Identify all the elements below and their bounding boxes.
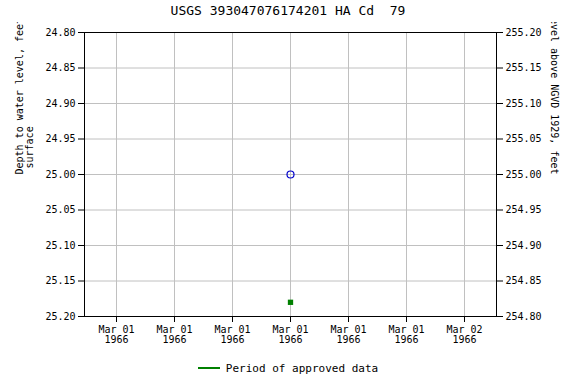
svg-text:Mar 011966: Mar 011966	[330, 324, 366, 345]
svg-text:25.10: 25.10	[45, 240, 75, 251]
svg-text:254.90: 254.90	[506, 240, 542, 251]
svg-text:Mar 011966: Mar 011966	[98, 324, 134, 345]
svg-text:24.85: 24.85	[45, 62, 75, 73]
svg-text:Mar 011966: Mar 011966	[272, 324, 308, 345]
svg-text:25.05: 25.05	[45, 204, 75, 215]
svg-text:24.95: 24.95	[45, 133, 75, 144]
svg-text:255.15: 255.15	[506, 62, 542, 73]
svg-text:254.95: 254.95	[506, 204, 542, 215]
svg-text:255.00: 255.00	[506, 169, 542, 180]
html-text:USGS 393047076174201 HA Cd 79: USGS 393047076174201 HA Cd 79	[170, 3, 406, 18]
svg-text:Mar 021966: Mar 021966	[446, 324, 482, 345]
svg-text:25.20: 25.20	[45, 311, 75, 322]
svg-text:255.20: 255.20	[506, 27, 542, 38]
svg-text:Depth to water level, feet bel: Depth to water level, feet below land su…	[14, 22, 35, 175]
svg-text:255.10: 255.10	[506, 98, 542, 109]
html-text:Period of approved data: Period of approved data	[225, 361, 379, 375]
svg-text:Groundwater level above NGVD 1: Groundwater level above NGVD 1929, feet	[549, 22, 560, 175]
svg-text:254.80: 254.80	[506, 311, 542, 322]
svg-text:25.00: 25.00	[45, 169, 75, 180]
svg-text:Mar 011966: Mar 011966	[388, 324, 424, 345]
svg-text:24.80: 24.80	[45, 27, 75, 38]
svg-text:Mar 011966: Mar 011966	[214, 324, 250, 345]
svg-text:254.85: 254.85	[506, 275, 542, 286]
svg-text:24.90: 24.90	[45, 98, 75, 109]
svg-text:255.05: 255.05	[506, 133, 542, 144]
svg-text:25.15: 25.15	[45, 275, 75, 286]
svg-text:Mar 011966: Mar 011966	[156, 324, 192, 345]
